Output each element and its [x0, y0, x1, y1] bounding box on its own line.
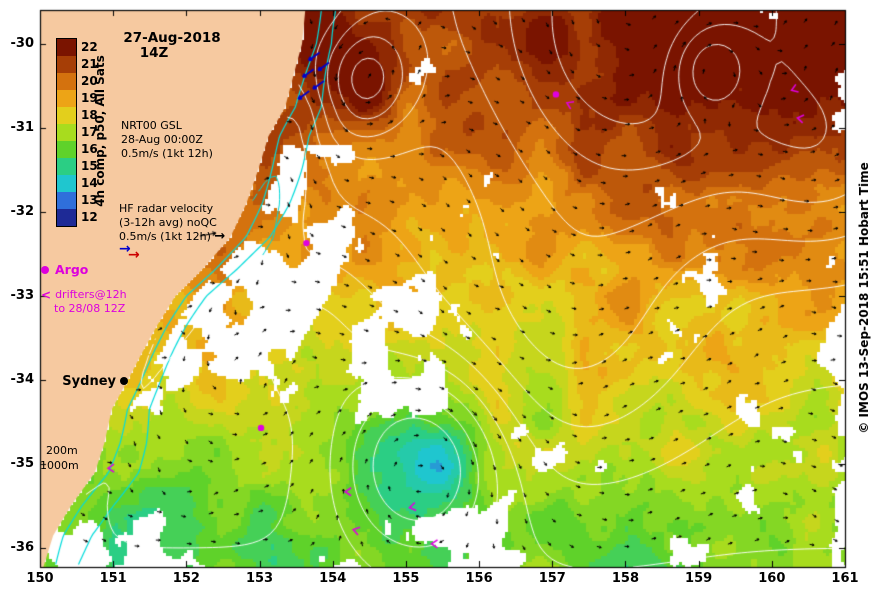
- colorbar-segment: [57, 39, 76, 56]
- colorbar-segment: [57, 209, 76, 226]
- lon-tick-label: 152: [172, 571, 200, 586]
- colorbar-segment: [57, 56, 76, 73]
- credit-text: © IMOS 13-Sep-2018 15:51 Hobart Time: [857, 162, 871, 434]
- nrt-legend: NRT00 GSL 28-Aug 00:00Z 0.5m/s (1kt 12h): [121, 119, 213, 161]
- map-title: 27-Aug-2018 14Z: [118, 31, 226, 61]
- lon-tick-label: 153: [245, 571, 274, 586]
- argo-legend: Argo: [41, 263, 88, 277]
- drifters-line-2: to 28/08 12Z: [54, 302, 126, 315]
- drifters-line-1: drifters@12h: [55, 288, 127, 301]
- colorbar: [56, 38, 77, 227]
- nrt-line-2: 28-Aug 00:00Z: [121, 133, 203, 146]
- depth-label-1000m: 1000m: [40, 459, 79, 472]
- lon-tick-label: 154: [319, 571, 347, 586]
- hf-arrow-row: → →: [119, 241, 179, 263]
- colorbar-tick-label: 12: [81, 210, 98, 224]
- colorbar-segment: [57, 124, 76, 141]
- colorbar-segment: [57, 90, 76, 107]
- lat-tick-label: -35: [10, 456, 35, 471]
- hf-radar-arrow-alt-icon: →: [128, 247, 140, 263]
- nrt-line-3: 0.5m/s (1kt 12h): [121, 147, 213, 160]
- lon-tick-label: 158: [611, 571, 640, 586]
- hf-line-1: HF radar velocity: [119, 202, 214, 215]
- colorbar-tick-label: 13: [81, 193, 98, 207]
- lat-tick-label: -31: [10, 120, 35, 135]
- colorbar-tick-label: 14: [81, 176, 98, 190]
- sydney-dot-icon: [120, 376, 129, 385]
- sydney-label: Sydney: [62, 374, 116, 389]
- argo-label: Argo: [55, 262, 89, 277]
- colorbar-segment: [57, 192, 76, 209]
- lat-tick-label: -36: [10, 540, 35, 555]
- colorbar-segment: [57, 141, 76, 158]
- colorbar-segment: [57, 175, 76, 192]
- depth-label-200m: 200m: [46, 444, 78, 457]
- hf-radar-arrow-icon: →: [119, 241, 131, 257]
- lon-tick-label: 151: [99, 571, 127, 586]
- colorbar-tick-label: 19: [81, 91, 98, 105]
- lon-tick-label: 161: [831, 571, 859, 586]
- hf-line-3: 0.5m/s (1kt 12h) →: [119, 230, 225, 244]
- drifter-chevron-icon: <: [41, 288, 52, 302]
- hf-line-2: (3-12h avg) noQC: [119, 216, 217, 229]
- lon-tick-label: 155: [392, 571, 420, 586]
- lat-tick-label: -33: [10, 288, 35, 303]
- lon-tick-label: 160: [758, 571, 786, 586]
- lon-tick-label: 156: [465, 571, 493, 586]
- colorbar-segment: [57, 73, 76, 90]
- nrt-line-1: NRT00 GSL: [121, 119, 182, 132]
- lat-tick-label: -30: [10, 36, 35, 51]
- colorbar-segment: [57, 158, 76, 175]
- colorbar-segment: [57, 107, 76, 124]
- argo-dot-icon: [41, 266, 49, 274]
- colorbar-tick-label: 17: [81, 125, 98, 139]
- hf-line-3-text: 0.5m/s (1kt 12h): [119, 230, 211, 243]
- drifters-legend: < drifters@12h to 28/08 12Z: [41, 288, 127, 316]
- lat-tick-label: -32: [10, 204, 35, 219]
- nrt-arrow-icon: →: [214, 229, 226, 244]
- lon-tick-label: 150: [26, 571, 54, 586]
- title-time: 14Z: [139, 45, 169, 61]
- colorbar-tick-label: 20: [81, 74, 98, 88]
- title-date: 27-Aug-2018: [123, 30, 221, 46]
- colorbar-tick-label: 21: [81, 57, 98, 71]
- colorbar-tick-label: 16: [81, 142, 98, 156]
- hf-legend: HF radar velocity (3-12h avg) noQC 0.5m/…: [119, 202, 225, 263]
- colorbar-tick-label: 15: [81, 159, 98, 173]
- colorbar-tick-label: 18: [81, 108, 98, 122]
- colorbar-tick-label: 22: [81, 40, 98, 54]
- lon-tick-label: 157: [538, 571, 566, 586]
- lat-tick-label: -34: [10, 372, 35, 387]
- lon-tick-label: 159: [685, 571, 713, 586]
